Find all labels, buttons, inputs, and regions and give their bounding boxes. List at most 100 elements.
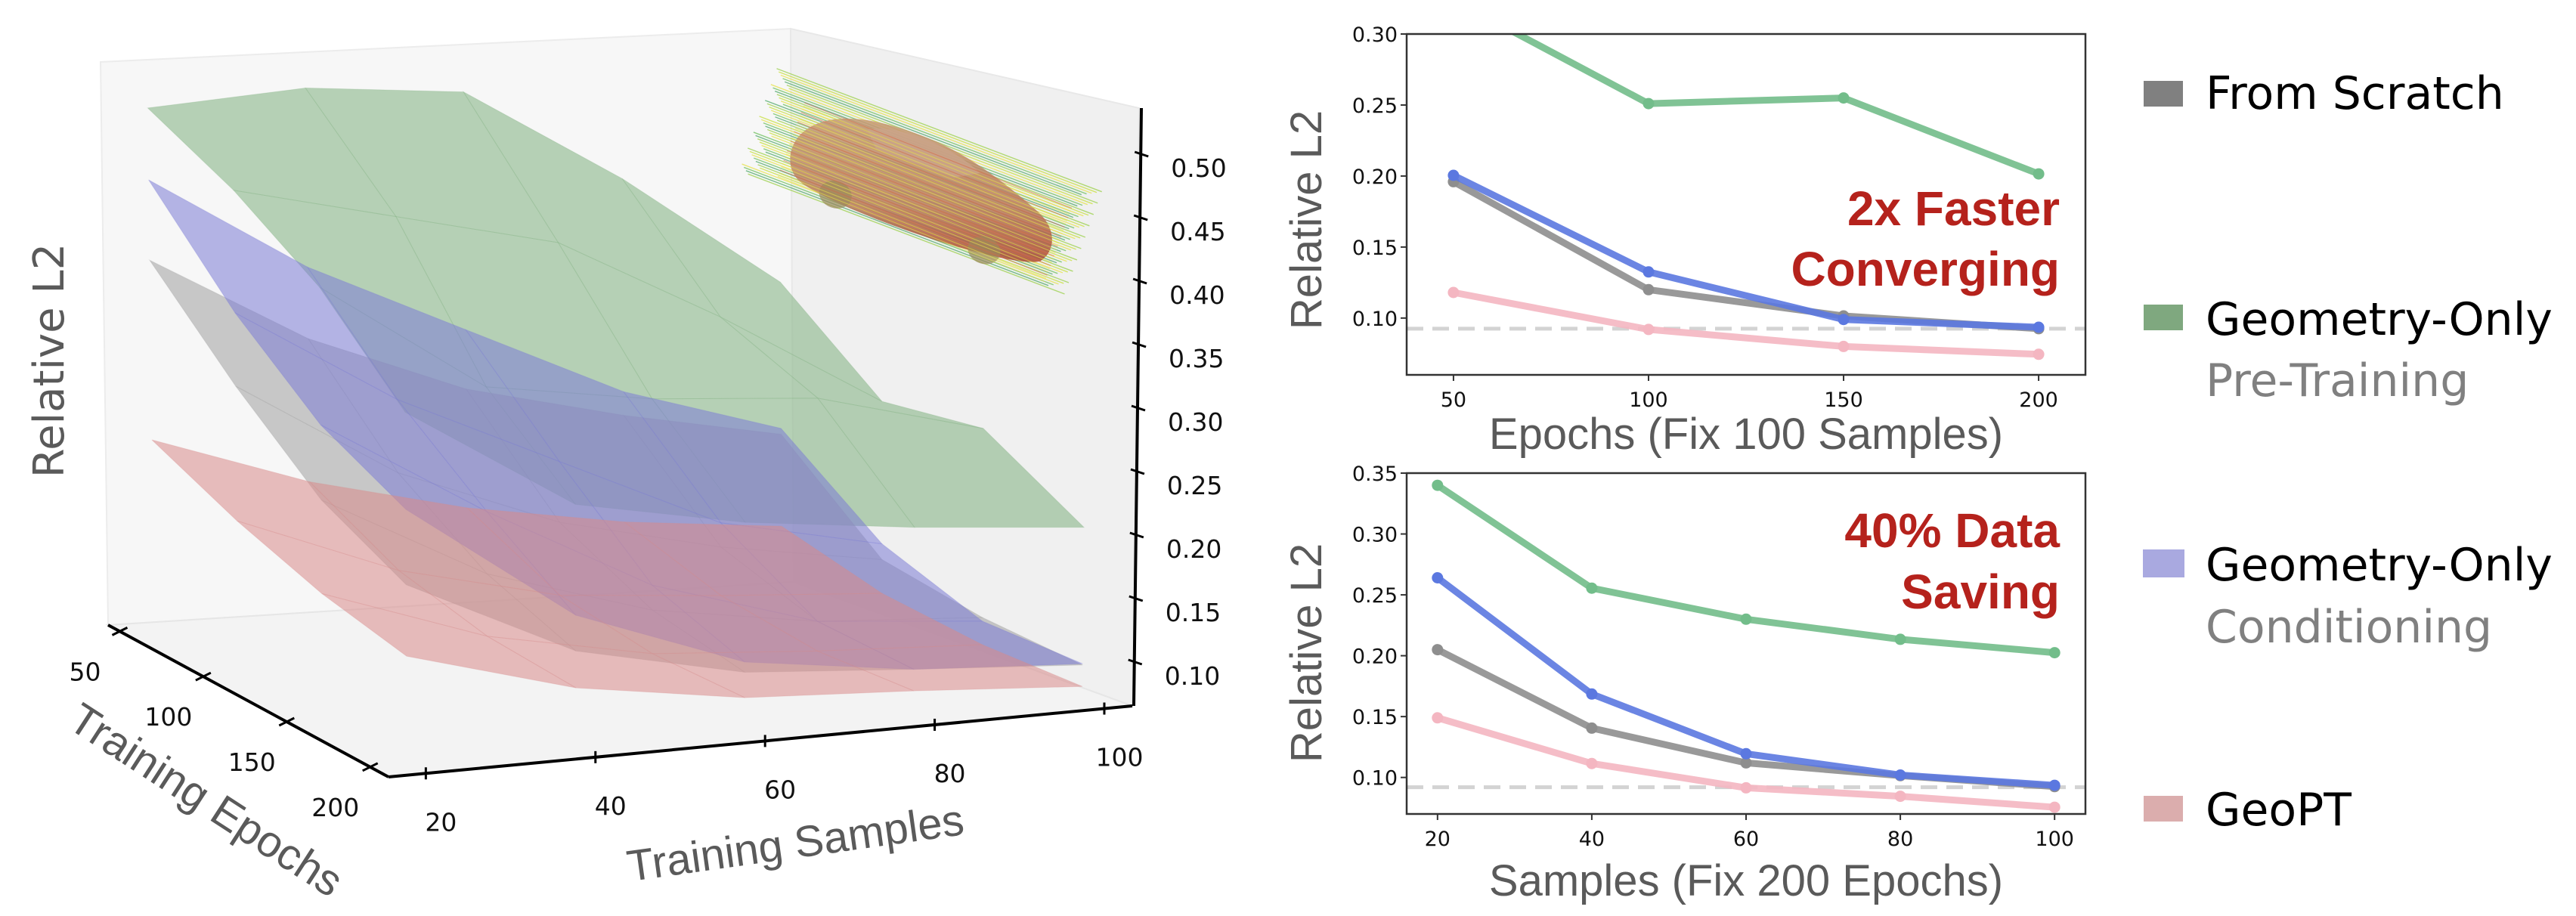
data-point bbox=[2033, 321, 2045, 333]
samples-tick-label: 60 bbox=[764, 775, 796, 804]
3d-surfaces bbox=[147, 87, 1085, 698]
surface-geopt bbox=[151, 439, 1083, 698]
z-tick bbox=[1133, 214, 1148, 221]
series-geometry-only-conditioning bbox=[1432, 572, 2060, 791]
z-tick bbox=[1130, 468, 1145, 475]
z-tick-label: 0.10 bbox=[1165, 661, 1220, 691]
series-geometry-only-pre-training bbox=[1432, 479, 2060, 659]
epochs-tick bbox=[362, 762, 379, 772]
samples-tick-label: 80 bbox=[934, 759, 966, 788]
legend-item-geometry-only-pretraining: Geometry-Only Pre-Training bbox=[2144, 293, 2553, 407]
series-geometry-only-pre-training bbox=[1510, 34, 2045, 180]
annotation-line-2: Converging bbox=[1791, 242, 2060, 296]
data-point bbox=[1740, 613, 1752, 625]
annotation-line-2: Saving bbox=[1901, 565, 2060, 619]
legend-swatch bbox=[2143, 549, 2184, 577]
samples-axis-title: Training Samples bbox=[624, 795, 967, 891]
data-point bbox=[2048, 801, 2060, 813]
epochs-tick bbox=[111, 627, 128, 636]
data-point bbox=[1838, 92, 1850, 104]
samples-tick-label: 100 bbox=[1095, 743, 1143, 772]
samples-tick-label: 40 bbox=[595, 791, 627, 821]
data-point bbox=[2048, 647, 2060, 659]
data-point bbox=[1740, 747, 1752, 760]
z-tick-label: 0.25 bbox=[1167, 471, 1222, 500]
epochs-tick-label: 150 bbox=[228, 747, 276, 777]
legend-label: Geometry-Only bbox=[2206, 539, 2553, 592]
epochs-axis-line bbox=[107, 624, 389, 778]
plot-area bbox=[1447, 34, 2045, 361]
epochs-tick-label: 100 bbox=[144, 702, 192, 732]
epochs-tick bbox=[195, 671, 212, 682]
series-geopt bbox=[1432, 712, 2060, 813]
y-tick-label: 0.30 bbox=[1352, 524, 1398, 547]
data-point bbox=[1838, 314, 1850, 326]
z-tick-label: 0.35 bbox=[1169, 344, 1224, 373]
data-point bbox=[1586, 722, 1598, 734]
z-tick bbox=[1128, 658, 1143, 666]
x-tick-label: 50 bbox=[1441, 388, 1466, 412]
data-point bbox=[2033, 168, 2045, 180]
data-point bbox=[1586, 757, 1598, 769]
data-point bbox=[1586, 582, 1598, 594]
legend-swatch bbox=[2144, 305, 2183, 330]
epochs-tick-label: 200 bbox=[311, 793, 359, 822]
y-tick-label: 0.15 bbox=[1352, 706, 1398, 729]
3d-axes: 50 100 150 200 20 40 60 80 100 0.50 0.45 0.40 0.35 0.… bbox=[69, 107, 1227, 837]
legend-label: From Scratch bbox=[2206, 67, 2504, 120]
legend-item-geometry-only-conditioning: Geometry-Only Conditioning bbox=[2143, 539, 2553, 654]
y-tick-label: 0.20 bbox=[1352, 645, 1398, 669]
z-tick-label: 0.45 bbox=[1170, 217, 1225, 246]
car-streamlines-icon bbox=[742, 68, 1102, 295]
z-tick bbox=[1132, 277, 1147, 285]
epochs-tick-label: 50 bbox=[69, 657, 101, 686]
data-point bbox=[1432, 712, 1444, 724]
x-axis-title: Epochs (Fix 100 Samples) bbox=[1489, 410, 2003, 459]
x-tick-label: 60 bbox=[1733, 828, 1759, 851]
y-tick-label: 0.20 bbox=[1352, 166, 1398, 189]
data-point bbox=[1838, 340, 1850, 352]
z-tick bbox=[1132, 341, 1147, 348]
data-point bbox=[1740, 781, 1752, 794]
z-tick bbox=[1129, 595, 1144, 602]
car-airflow-inset-image bbox=[742, 68, 1102, 295]
data-point bbox=[1643, 266, 1655, 278]
legend-item-geopt: GeoPT bbox=[2144, 784, 2352, 837]
series-line bbox=[1451, 172, 2039, 331]
data-point bbox=[1643, 323, 1655, 336]
x-tick-label: 20 bbox=[1425, 828, 1451, 851]
x-tick-label: 40 bbox=[1579, 828, 1605, 851]
legend-sublabel: Pre-Training bbox=[2206, 354, 2469, 407]
series-line bbox=[1453, 289, 2039, 358]
surface-patch bbox=[817, 644, 1083, 692]
y-tick-label: 0.30 bbox=[1352, 23, 1398, 47]
y-tick-label: 0.15 bbox=[1352, 237, 1398, 260]
legend-label: GeoPT bbox=[2206, 784, 2352, 837]
legend-sublabel: Conditioning bbox=[2206, 601, 2492, 654]
data-point bbox=[2033, 348, 2045, 361]
legend-swatch bbox=[2144, 81, 2183, 107]
x-tick-label: 80 bbox=[1887, 828, 1913, 851]
annotation-line-1: 2x Faster bbox=[1847, 181, 2060, 236]
legend: From Scratch Geometry-Only Pre-Training … bbox=[2143, 67, 2553, 837]
legend-label: Geometry-Only bbox=[2206, 293, 2553, 346]
z-tick-label: 0.15 bbox=[1166, 598, 1221, 627]
annotation-line-1: 40% Data bbox=[1844, 503, 2060, 558]
samples-tick-label: 20 bbox=[425, 807, 457, 837]
z-tick-label: 0.30 bbox=[1168, 407, 1223, 437]
series-from-scratch bbox=[1432, 644, 2060, 793]
data-point bbox=[1586, 688, 1598, 700]
data-point bbox=[1447, 286, 1460, 299]
y-axis-title: Relative L2 bbox=[1282, 110, 1331, 330]
data-point bbox=[1894, 633, 1906, 645]
y-tick-label: 0.10 bbox=[1352, 767, 1398, 791]
data-point bbox=[1643, 283, 1655, 296]
data-point bbox=[1432, 644, 1444, 656]
z-tick-label: 0.50 bbox=[1171, 153, 1226, 183]
series-geopt bbox=[1447, 286, 2045, 361]
legend-item-from-scratch: From Scratch bbox=[2144, 67, 2504, 120]
x-axis-title: Samples (Fix 200 Epochs) bbox=[1489, 856, 2003, 905]
data-point bbox=[2048, 779, 2060, 791]
data-point bbox=[1643, 97, 1655, 110]
